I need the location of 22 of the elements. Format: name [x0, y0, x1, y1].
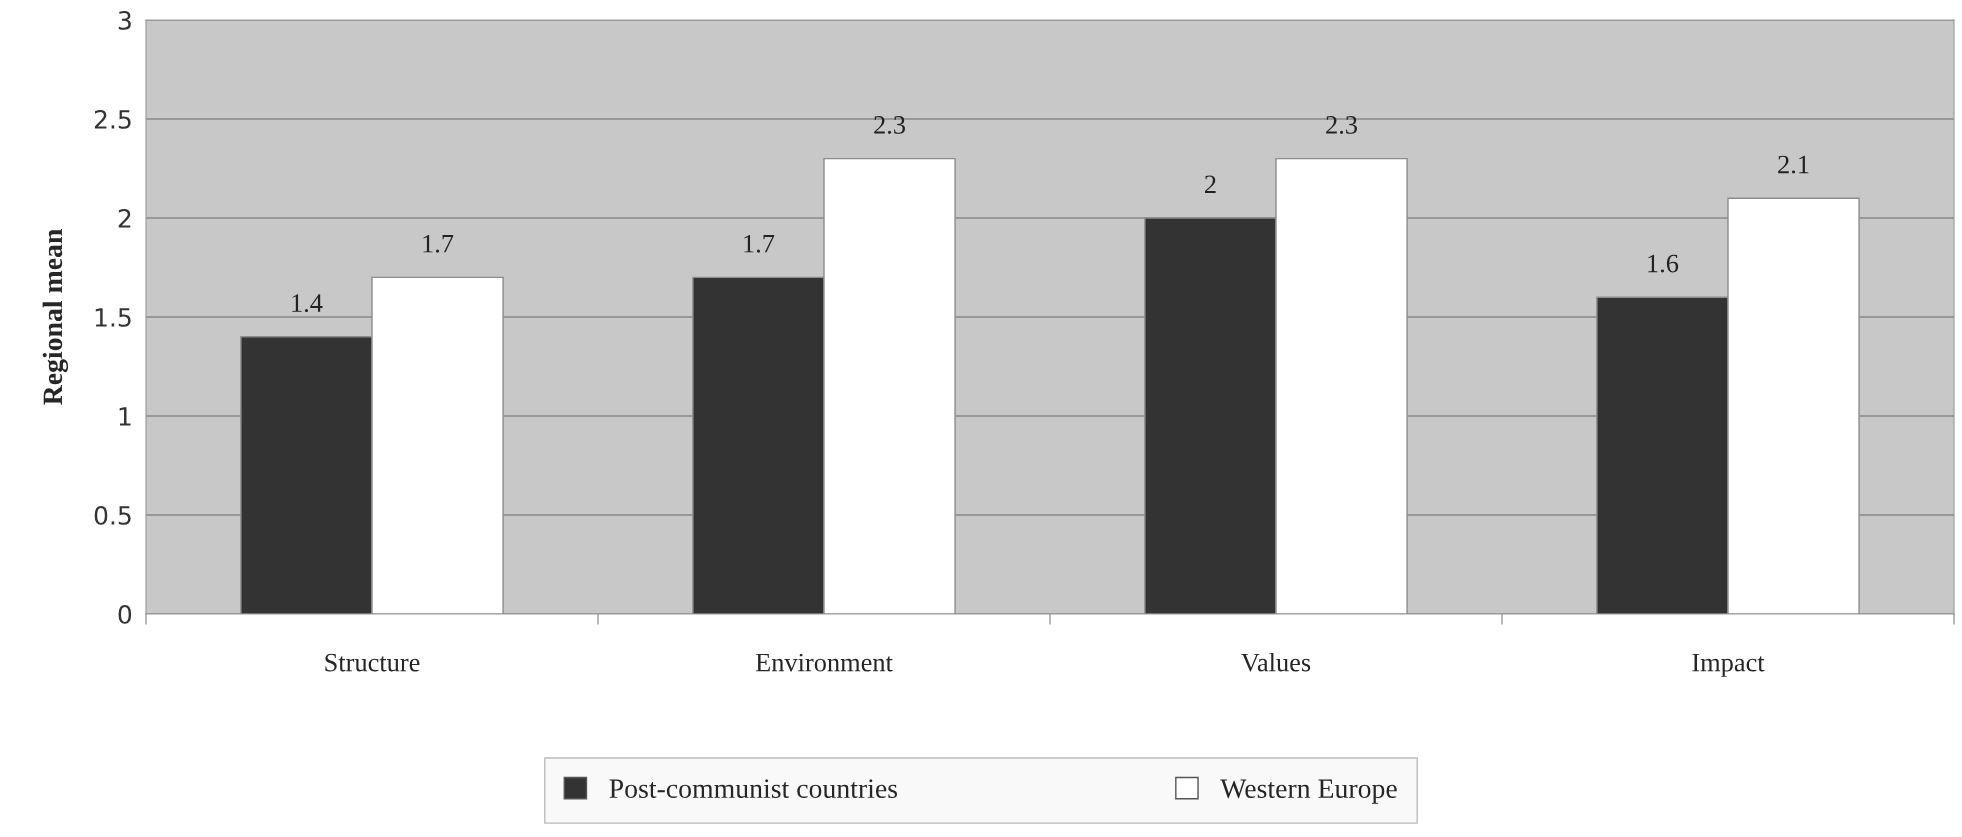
x-tick-label: Environment: [755, 653, 893, 672]
data-label: 2.1: [1778, 155, 1809, 174]
y-tick-label: 1: [119, 407, 131, 426]
data-label: 1.4: [292, 294, 323, 313]
y-tick-label: 2.5: [94, 109, 131, 129]
data-label: 1.7: [744, 234, 775, 253]
y-tick-label: 1.5: [95, 308, 131, 327]
y-tick-label: 0: [118, 604, 132, 624]
y-axis-title: Regional mean: [42, 229, 69, 405]
x-tick-label: Structure: [325, 653, 420, 672]
data-label: 2.3: [874, 116, 905, 134]
data-label: 2: [1205, 175, 1216, 193]
y-tick-label: 0.5: [94, 505, 131, 525]
data-label: 1.7: [423, 234, 454, 253]
data-label: 2.3: [1326, 116, 1357, 134]
x-tick-label: Impact: [1692, 653, 1765, 677]
x-tick-label: Values: [1241, 652, 1311, 672]
legend-label: Post-communist countries: [609, 779, 898, 799]
y-tick-label: 2: [118, 208, 131, 228]
y-tick-label: 3: [118, 10, 131, 30]
legend-label: Western Europe: [1220, 779, 1397, 804]
data-label: 1.6: [1648, 254, 1679, 273]
